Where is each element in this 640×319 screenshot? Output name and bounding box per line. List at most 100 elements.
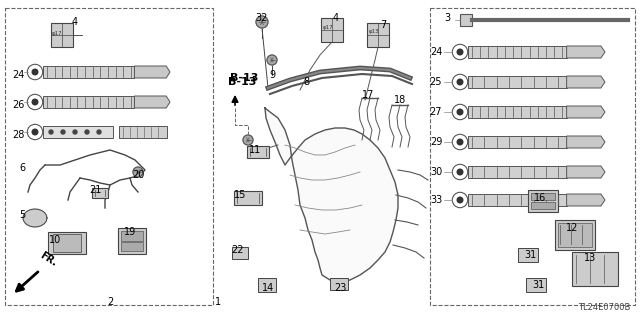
Text: φ13: φ13	[369, 28, 380, 33]
Circle shape	[85, 130, 89, 134]
Circle shape	[133, 167, 143, 177]
Circle shape	[457, 49, 463, 55]
Text: 31: 31	[524, 250, 536, 260]
Circle shape	[73, 130, 77, 134]
Polygon shape	[566, 76, 605, 88]
Text: 5: 5	[19, 210, 25, 220]
Text: TL24E0700B: TL24E0700B	[578, 303, 630, 312]
Text: 7: 7	[380, 20, 386, 30]
Bar	[119, 126, 168, 138]
Text: 24: 24	[430, 47, 442, 57]
Bar	[468, 166, 566, 178]
Bar	[330, 278, 348, 290]
Circle shape	[32, 99, 38, 105]
Bar	[518, 248, 538, 262]
Bar	[321, 18, 343, 42]
Text: 22: 22	[232, 245, 244, 255]
Text: 14: 14	[262, 283, 274, 293]
Circle shape	[457, 109, 463, 115]
Bar	[468, 46, 566, 58]
Text: 21: 21	[89, 185, 101, 195]
Text: 28: 28	[12, 130, 24, 140]
Polygon shape	[134, 66, 170, 78]
Text: 27: 27	[429, 107, 442, 117]
Text: 23: 23	[334, 283, 346, 293]
Text: 32: 32	[256, 13, 268, 23]
Circle shape	[267, 55, 277, 65]
Bar	[555, 220, 595, 250]
Text: 29: 29	[430, 137, 442, 147]
Polygon shape	[566, 194, 605, 206]
Text: 4: 4	[72, 17, 78, 27]
Bar	[526, 278, 546, 292]
Bar	[258, 278, 276, 292]
Text: FR.: FR.	[38, 250, 59, 268]
Text: 25: 25	[429, 77, 442, 87]
Text: 15: 15	[234, 190, 246, 200]
Polygon shape	[566, 136, 605, 148]
Polygon shape	[566, 166, 605, 178]
Bar	[118, 228, 146, 254]
Circle shape	[256, 16, 268, 28]
Bar	[121, 231, 143, 241]
Bar	[247, 146, 269, 158]
Circle shape	[457, 197, 463, 203]
Text: 1: 1	[215, 297, 221, 307]
Text: 11: 11	[249, 145, 261, 155]
Bar	[468, 76, 566, 88]
Bar	[468, 136, 566, 148]
Text: 10: 10	[49, 235, 61, 245]
Bar	[460, 14, 472, 26]
Text: 2: 2	[107, 297, 113, 307]
Bar	[43, 126, 113, 138]
Text: φ17: φ17	[323, 25, 333, 29]
Bar	[572, 252, 618, 286]
Text: 17: 17	[362, 90, 374, 100]
Bar	[5, 8, 213, 305]
Bar	[531, 193, 555, 200]
Bar	[43, 96, 134, 108]
Circle shape	[49, 130, 53, 134]
Bar	[234, 191, 262, 205]
Circle shape	[97, 130, 101, 134]
Text: 6: 6	[19, 163, 25, 173]
Text: 31: 31	[532, 280, 544, 290]
Bar	[531, 202, 555, 209]
Circle shape	[457, 139, 463, 145]
Text: 24: 24	[12, 70, 24, 80]
Text: 26: 26	[12, 100, 24, 110]
Bar	[468, 194, 566, 206]
Polygon shape	[566, 106, 605, 118]
Circle shape	[243, 135, 253, 145]
Circle shape	[457, 79, 463, 85]
Bar	[48, 232, 86, 254]
Text: 8: 8	[303, 77, 309, 87]
Text: 33: 33	[430, 195, 442, 205]
Bar	[232, 247, 248, 259]
Text: 30: 30	[430, 167, 442, 177]
Text: 18: 18	[394, 95, 406, 105]
Polygon shape	[23, 209, 47, 227]
Polygon shape	[265, 108, 398, 282]
Bar	[558, 223, 592, 247]
Bar	[92, 188, 108, 198]
Bar	[430, 8, 635, 305]
Text: 4: 4	[333, 13, 339, 23]
Bar	[121, 242, 143, 251]
Polygon shape	[566, 46, 605, 58]
Circle shape	[32, 69, 38, 75]
Bar	[528, 190, 558, 212]
Circle shape	[32, 129, 38, 135]
Text: 13: 13	[584, 253, 596, 263]
Text: 16: 16	[534, 193, 546, 203]
Bar	[51, 23, 73, 47]
Text: 9: 9	[269, 70, 275, 80]
Circle shape	[457, 169, 463, 175]
Bar	[468, 106, 566, 118]
Bar	[367, 23, 389, 47]
Circle shape	[61, 130, 65, 134]
Text: B-13: B-13	[228, 77, 257, 87]
Text: 19: 19	[124, 227, 136, 237]
Text: 20: 20	[132, 170, 144, 180]
Text: φ17: φ17	[52, 31, 62, 35]
